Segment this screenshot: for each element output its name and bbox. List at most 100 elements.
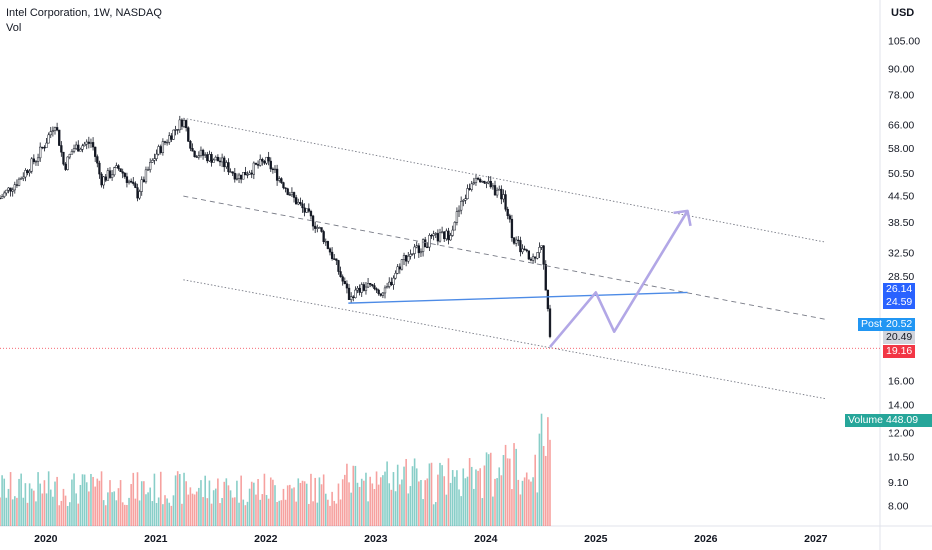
candle-body — [22, 176, 25, 179]
volume-bar — [149, 487, 151, 526]
y-tick-label: 44.50 — [888, 191, 914, 203]
candle-body — [275, 168, 279, 181]
volume-label: Volume — [845, 414, 887, 427]
candle-body — [178, 119, 181, 131]
volume-bar — [121, 502, 124, 526]
volume-bar — [329, 505, 331, 526]
volume-bar — [58, 505, 61, 526]
candle-body — [127, 180, 131, 183]
candle-body — [201, 149, 205, 156]
volume-bar — [183, 472, 185, 526]
volume-bar — [318, 477, 321, 526]
volume-bar — [494, 478, 496, 526]
candle-body — [483, 180, 486, 184]
volume-bar — [166, 498, 168, 526]
candle-body — [479, 179, 482, 183]
volume-bar — [204, 475, 206, 526]
candle-body — [506, 208, 509, 216]
candle-body — [75, 144, 78, 149]
candle-body — [282, 182, 285, 189]
volume-bar — [314, 477, 316, 526]
candle-body — [493, 185, 497, 196]
volume-bar — [221, 497, 223, 526]
candle-body — [474, 177, 478, 183]
volume-bar — [162, 504, 164, 526]
volume-bar — [37, 472, 39, 526]
volume-bar — [92, 476, 94, 526]
candle-body — [5, 189, 8, 194]
candle-body — [544, 264, 547, 291]
candle-body — [237, 174, 241, 179]
volume-bar — [229, 490, 232, 526]
candle-body — [396, 266, 399, 274]
candle-body — [457, 209, 461, 212]
candle-body — [0, 197, 2, 200]
candle-body — [265, 156, 268, 164]
volume-bar — [60, 500, 63, 526]
candle-body — [460, 201, 463, 211]
volume-bar — [236, 480, 238, 526]
candle-body — [504, 194, 507, 210]
candle-body — [525, 249, 528, 252]
candle-body — [350, 296, 353, 300]
volume-bar — [371, 483, 374, 526]
candle-body — [411, 253, 414, 255]
candle-body — [379, 293, 382, 296]
currency-label[interactable]: USD — [891, 7, 915, 19]
volume-bar — [124, 504, 126, 526]
volume-bar — [492, 496, 494, 526]
candle-body — [0, 196, 4, 199]
volume-bar — [489, 452, 492, 526]
candle-body — [174, 129, 177, 131]
candle-body — [354, 289, 357, 298]
candle-body — [470, 183, 473, 190]
volume-bar — [456, 470, 458, 526]
volume-bar — [187, 494, 190, 526]
volume-bar — [418, 481, 420, 526]
volume-bar — [259, 499, 261, 526]
candle-body — [476, 177, 480, 180]
volume-bar — [69, 502, 71, 526]
candle-body — [432, 233, 435, 236]
volume-bar — [498, 467, 501, 526]
candle-body — [413, 246, 416, 254]
volume-bar — [327, 499, 329, 526]
volume-bar — [384, 471, 386, 526]
candle-body — [259, 159, 262, 166]
volume-bar — [198, 487, 200, 526]
y-tick-label: 32.50 — [888, 247, 914, 259]
volume-bar — [223, 481, 226, 526]
volume-bar — [333, 500, 336, 526]
candle-body — [360, 284, 363, 293]
candle-body — [153, 158, 156, 161]
volume-bar — [449, 482, 452, 526]
volume-bar — [176, 471, 179, 526]
candle-body — [548, 308, 552, 337]
candle-body — [98, 162, 101, 175]
candle-body — [519, 240, 522, 253]
volume-bar — [483, 465, 486, 526]
volume-bar — [14, 496, 16, 526]
x-tick-label: 2020 — [34, 533, 58, 545]
candle-body — [517, 239, 520, 242]
candle-body — [278, 178, 281, 181]
candle-body — [388, 281, 391, 287]
volume-bar — [52, 496, 54, 526]
candle-body — [328, 248, 332, 253]
volume-bar — [466, 476, 469, 526]
candle-body — [536, 252, 539, 259]
candle-body — [110, 174, 114, 178]
candle-body — [542, 245, 545, 265]
volume-bar — [210, 503, 213, 526]
volume-bar — [426, 478, 429, 526]
volume-bar — [335, 503, 338, 526]
candle-body — [58, 129, 61, 146]
candle-body — [193, 150, 196, 157]
candle-body — [68, 153, 71, 158]
channel-line-middle — [183, 195, 826, 320]
candle-body — [362, 284, 365, 291]
y-tick-label: 16.00 — [888, 375, 914, 387]
y-tick-label: 50.50 — [888, 168, 914, 180]
candle-body — [284, 187, 287, 189]
